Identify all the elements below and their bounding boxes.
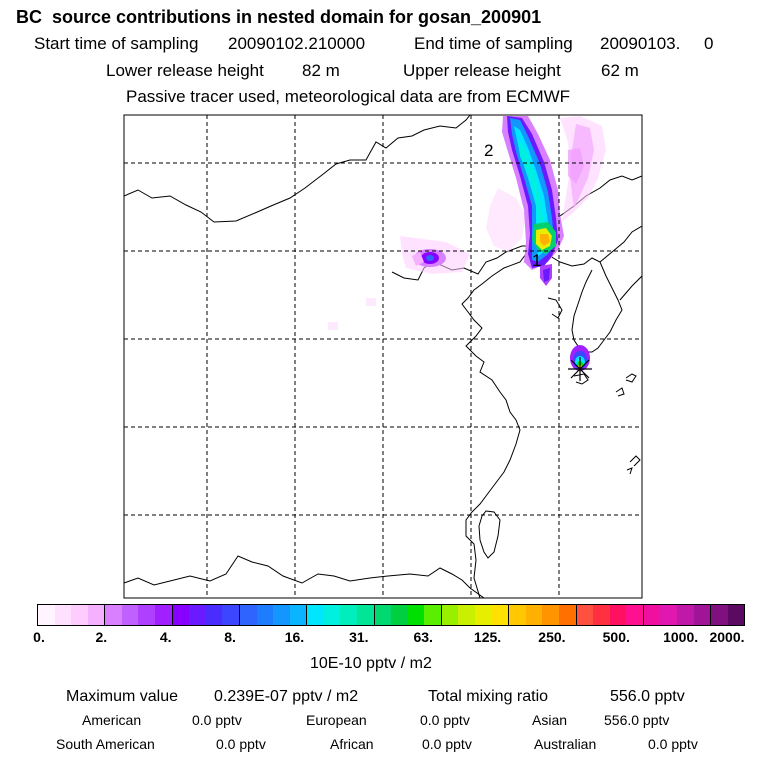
colorbar-tick-label: 2. — [95, 629, 108, 645]
region-value-american: 0.0 pptv — [192, 712, 242, 728]
colorbar-cell — [289, 605, 308, 625]
region-value-european: 0.0 pptv — [420, 712, 470, 728]
region-value-african: 0.0 pptv — [422, 736, 472, 752]
lower-height-value: 82 m — [302, 61, 340, 80]
total-mixing-value: 556.0 pptv — [610, 688, 685, 705]
colorbar-tick-label: 500. — [602, 629, 630, 645]
colorbar-cell — [542, 605, 559, 625]
colorbar-cell — [441, 605, 459, 625]
colorbar-cell — [356, 605, 375, 625]
colorbar-cell — [87, 605, 106, 625]
colorbar-cell — [323, 605, 341, 625]
colorbar-tick-label: 1000. — [663, 629, 699, 645]
receptor-asterisk-icon — [568, 357, 592, 381]
colorbar-cell — [458, 605, 476, 625]
map-grid — [124, 115, 642, 598]
colorbar-cell — [239, 605, 257, 625]
lower-height-label: Lower release height — [106, 61, 264, 80]
plot-title: BC source contributions in nested domain… — [16, 7, 542, 27]
colorbar-tick-label: 125. — [473, 629, 502, 645]
trajectory-marker-2: 2 — [484, 141, 493, 160]
colorbar-cell — [205, 605, 223, 625]
concentration-plume — [328, 116, 606, 371]
colorbar-cell — [711, 605, 728, 625]
region-name-european: European — [306, 712, 367, 728]
colorbar-cell — [424, 605, 442, 625]
start-time-label: Start time of sampling — [34, 34, 199, 53]
colorbar-cell — [374, 605, 392, 625]
upper-height-label: Upper release height — [403, 61, 561, 80]
colorbar-tick-label: 4. — [159, 629, 172, 645]
colorbar-tick-label: 31. — [349, 629, 369, 645]
colorbar-cell — [340, 605, 357, 625]
end-time-label: End time of sampling — [414, 34, 573, 53]
region-value-south-american: 0.0 pptv — [216, 736, 266, 752]
colorbar-cell — [407, 605, 425, 625]
colorbar-cell — [491, 605, 510, 625]
colorbar-cell — [626, 605, 644, 625]
colorbar-cell — [38, 605, 55, 625]
colorbar-cell — [609, 605, 627, 625]
colorbar-cell — [256, 605, 274, 625]
colorbar-cell — [172, 605, 190, 625]
region-name-australian: Australian — [534, 736, 597, 752]
map-frame — [123, 114, 643, 599]
colorbar — [37, 604, 745, 626]
start-time-value: 20090102.210000 — [228, 34, 366, 53]
colorbar-cell — [475, 605, 492, 625]
end-time-value: 20090103. 0 — [600, 34, 714, 53]
colorbar-cell — [525, 605, 543, 625]
colorbar-cell — [138, 605, 156, 625]
region-name-south-american: South American — [56, 736, 155, 752]
region-name-asian: Asian — [532, 712, 568, 728]
region-name-american: American — [82, 712, 142, 728]
colorbar-cell — [643, 605, 661, 625]
colorbar-cell — [593, 605, 610, 625]
total-mixing-label: Total mixing ratio — [428, 688, 549, 705]
colorbar-cell — [54, 605, 72, 625]
trajectory-marker-1: 1 — [532, 251, 541, 270]
colorbar-tick-label: 63. — [413, 629, 433, 645]
colorbar-cell — [558, 605, 577, 625]
colorbar-cell — [222, 605, 240, 625]
colorbar-cell — [660, 605, 677, 625]
colorbar-cell — [155, 605, 173, 625]
tracer-note: Passive tracer used, meteorological data… — [126, 87, 571, 106]
colorbar-cell — [71, 605, 88, 625]
colorbar-cell — [189, 605, 206, 625]
colorbar-cell — [121, 605, 139, 625]
max-value-label: Maximum value — [66, 688, 179, 705]
colorbar-tick-label: 250. — [538, 629, 566, 645]
colorbar-tick-label: 0. — [33, 629, 45, 645]
colorbar-cell — [727, 605, 745, 625]
colorbar-tick-label: 2000. — [709, 629, 745, 645]
colorbar-tick-label: 8. — [224, 629, 236, 645]
upper-height-value: 62 m — [601, 61, 639, 80]
colorbar-cell — [509, 605, 526, 625]
colorbar-cell — [273, 605, 290, 625]
max-value: 0.239E-07 pptv / m2 — [214, 688, 359, 705]
region-value-australian: 0.0 pptv — [648, 736, 698, 752]
region-value-asian: 556.0 pptv — [604, 712, 670, 728]
region-name-african: African — [330, 736, 374, 752]
colorbar-cell — [391, 605, 408, 625]
colorbar-unit: 10E-10 pptv / m2 — [310, 655, 432, 672]
colorbar-cell — [576, 605, 594, 625]
colorbar-cell — [676, 605, 694, 625]
colorbar-tick-label: 16. — [284, 629, 305, 645]
colorbar-cell — [693, 605, 712, 625]
colorbar-cell — [105, 605, 122, 625]
colorbar-cell — [307, 605, 324, 625]
